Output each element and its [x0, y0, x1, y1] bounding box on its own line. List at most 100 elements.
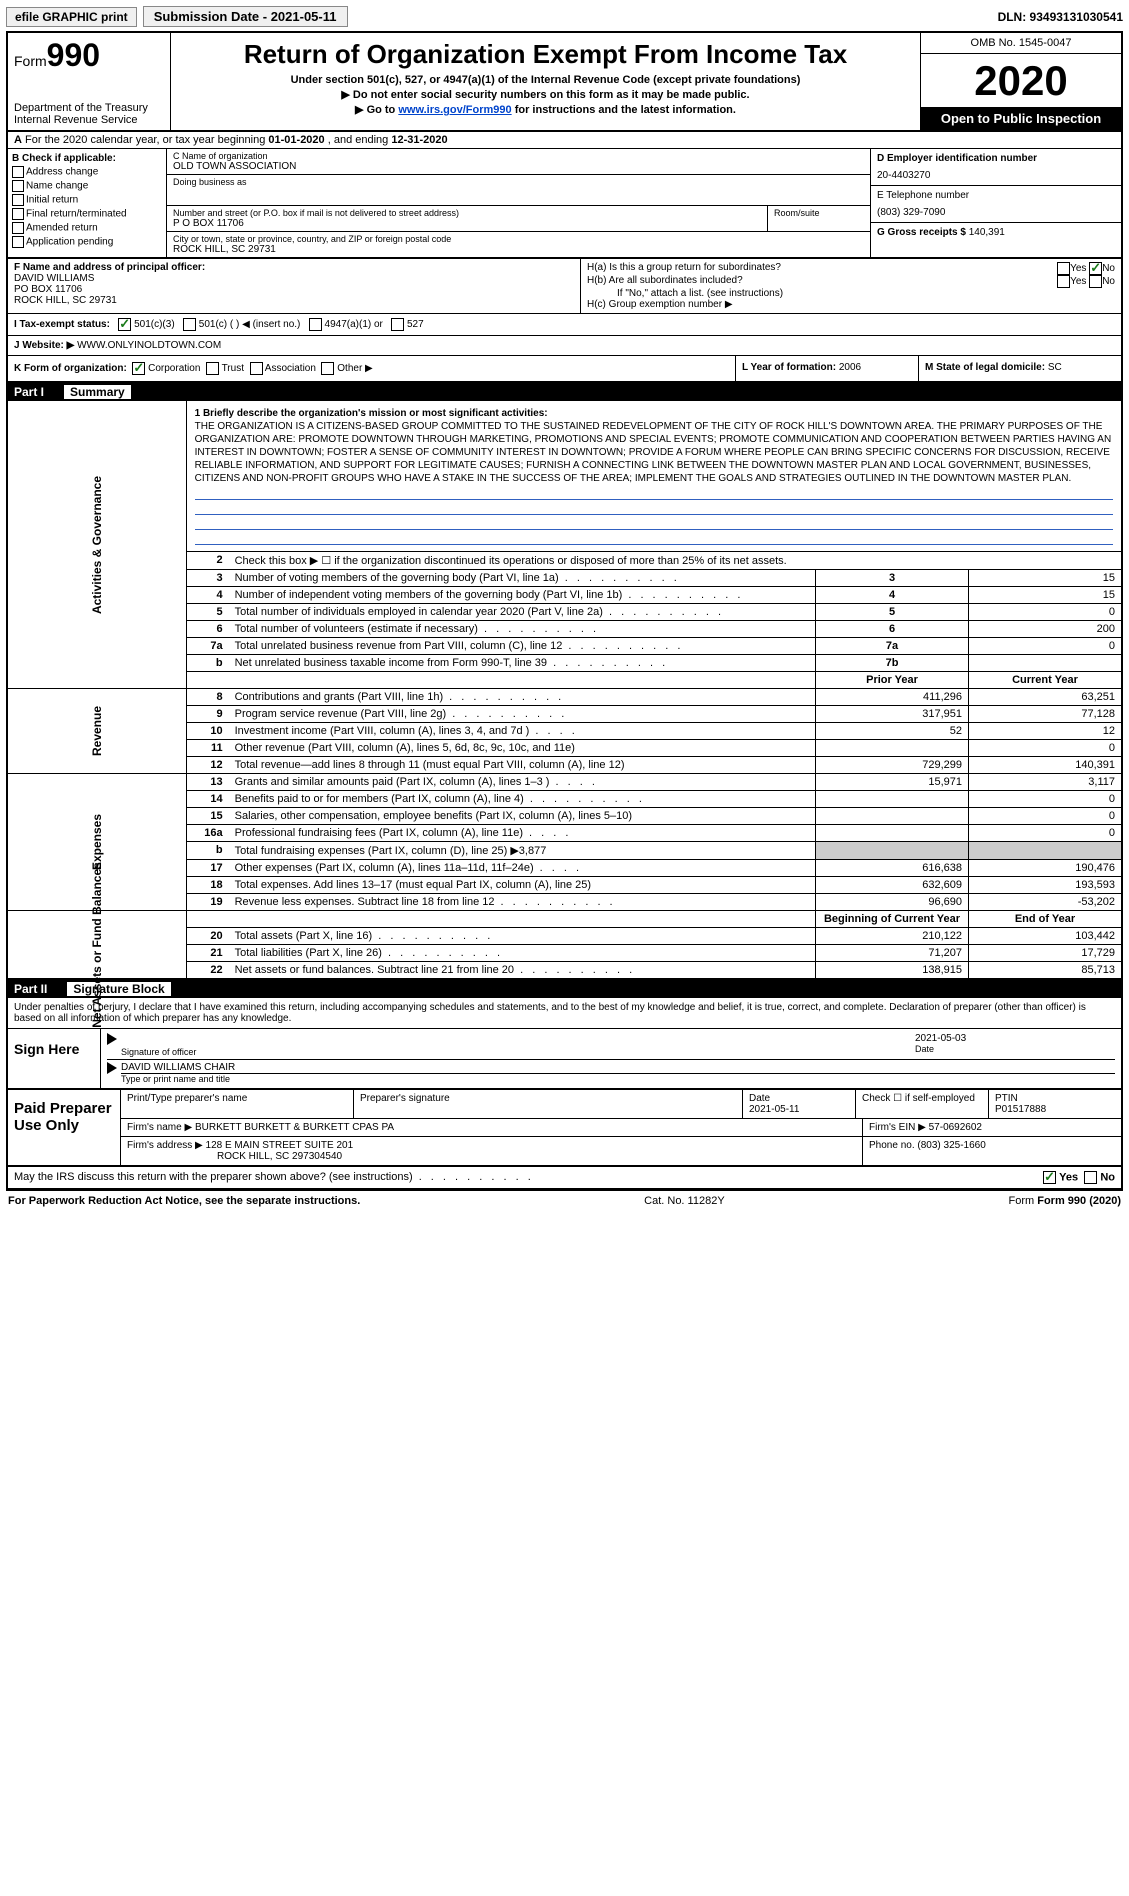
line-3: Number of voting members of the governin…	[229, 570, 816, 587]
officer-name-title: DAVID WILLIAMS CHAIR	[121, 1062, 1115, 1074]
subtitle-2: ▶ Do not enter social security numbers o…	[179, 88, 912, 101]
print-name-label: Print/Type preparer's name	[121, 1090, 354, 1118]
opt-4947: 4947(a)(1) or	[325, 319, 383, 330]
sidebar-gov-text: Activities & Governance	[90, 475, 104, 613]
line-13-text: Grants and similar amounts paid (Part IX…	[235, 776, 598, 788]
footer-right-text: Form 990 (2020)	[1037, 1195, 1121, 1207]
omb-number: OMB No. 1545-0047	[921, 33, 1121, 54]
chk-527[interactable]	[391, 318, 404, 331]
hc-label: H(c) Group exemption number ▶	[587, 299, 1115, 310]
box-g: G Gross receipts $ 140,391	[871, 223, 1121, 242]
chk-label: Final return/terminated	[26, 209, 127, 220]
col-spacer	[229, 672, 816, 689]
website-label: J Website: ▶	[14, 340, 74, 351]
officer-addr2: ROCK HILL, SC 29731	[14, 295, 117, 306]
yes-label: Yes	[1070, 276, 1086, 287]
mission-text: THE ORGANIZATION IS A CITIZENS-BASED GRO…	[195, 421, 1112, 484]
ha-yes-box[interactable]	[1057, 262, 1070, 275]
hb-no-box[interactable]	[1089, 275, 1102, 288]
hb-yes-box[interactable]	[1057, 275, 1070, 288]
paid-preparer-label: Paid Preparer Use Only	[8, 1090, 121, 1165]
city-value: ROCK HILL, SC 29731	[173, 244, 864, 255]
firm-name-cell: Firm's name ▶ BURKETT BURKETT & BURKETT …	[121, 1119, 863, 1136]
chk-4947[interactable]	[309, 318, 322, 331]
type-print-label: Type or print name and title	[121, 1074, 1115, 1084]
sig-date-value: 2021-05-03	[915, 1033, 1115, 1044]
line-20-text: Total assets (Part X, line 16)	[235, 930, 494, 942]
chk-other[interactable]	[321, 362, 334, 375]
curr-15: 0	[969, 808, 1123, 825]
ptin-cell: PTINP01517888	[989, 1090, 1121, 1118]
chk-initial-return[interactable]: Initial return	[12, 194, 162, 206]
prior-17: 616,638	[816, 860, 969, 877]
no-label: No	[1102, 263, 1115, 274]
hb-label: H(b) Are all subordinates included?	[587, 275, 743, 288]
line-10: Investment income (Part VIII, column (A)…	[229, 723, 816, 740]
sidebar-governance: Activities & Governance	[7, 401, 186, 689]
line-11: Other revenue (Part VIII, column (A), li…	[229, 740, 816, 757]
val-4: 15	[969, 587, 1123, 604]
hb-yn: Yes No	[1057, 275, 1115, 288]
discuss-yes-box[interactable]	[1043, 1171, 1056, 1184]
line-19-text: Revenue less expenses. Subtract line 18 …	[235, 896, 616, 908]
street-row: Number and street (or P.O. box if mail i…	[167, 206, 870, 232]
line-8: Contributions and grants (Part VIII, lin…	[229, 689, 816, 706]
dba-row: Doing business as	[167, 175, 870, 206]
discuss-no-box[interactable]	[1084, 1171, 1097, 1184]
prep-date-value: 2021-05-11	[749, 1104, 799, 1115]
val-5: 0	[969, 604, 1123, 621]
footer-right: Form Form 990 (2020)	[1009, 1195, 1122, 1207]
sidebar-rev-text: Revenue	[90, 706, 104, 756]
gross-label: G Gross receipts $	[877, 227, 966, 238]
begin-22: 138,915	[816, 962, 969, 980]
chk-amended-return[interactable]: Amended return	[12, 222, 162, 234]
phone-value: (803) 329-7090	[877, 207, 1115, 218]
prep-date-label: Date	[749, 1093, 770, 1104]
arrow-icon	[107, 1033, 117, 1045]
self-employed-check[interactable]: Check ☐ if self-employed	[856, 1090, 989, 1118]
box-m-value: SC	[1048, 362, 1062, 373]
footer-mid: Cat. No. 11282Y	[644, 1195, 725, 1207]
chk-corp[interactable]	[132, 362, 145, 375]
dln-label: DLN: 93493131030541	[998, 10, 1123, 24]
gross-value: 140,391	[969, 227, 1005, 238]
chk-label: Amended return	[26, 223, 98, 234]
prior-13: 15,971	[816, 774, 969, 791]
chk-address-change[interactable]: Address change	[12, 166, 162, 178]
opt-corp: Corporation	[148, 363, 200, 374]
chk-trust[interactable]	[206, 362, 219, 375]
ein-label: D Employer identification number	[877, 153, 1037, 164]
org-name-row: C Name of organization OLD TOWN ASSOCIAT…	[167, 149, 870, 175]
chk-name-change[interactable]: Name change	[12, 180, 162, 192]
discuss-text-inner: May the IRS discuss this return with the…	[14, 1171, 534, 1183]
form-header: Form990 Department of the Treasury Inter…	[6, 31, 1123, 132]
box-l: L Year of formation: 2006	[735, 356, 918, 381]
mission-rule	[195, 502, 1113, 515]
prior-19: 96,690	[816, 894, 969, 911]
chk-application-pending[interactable]: Application pending	[12, 236, 162, 248]
submission-date-button[interactable]: Submission Date - 2021-05-11	[143, 6, 348, 27]
ptin-value: P01517888	[995, 1104, 1046, 1115]
chk-501c3[interactable]	[118, 318, 131, 331]
ha-no-box[interactable]	[1089, 262, 1102, 275]
line-12: Total revenue—add lines 8 through 11 (mu…	[229, 757, 816, 774]
firm-addr1: 128 E MAIN STREET SUITE 201	[206, 1140, 354, 1151]
line-21: Total liabilities (Part X, line 26)	[229, 945, 816, 962]
fh-row-box: F Name and address of principal officer:…	[6, 259, 1123, 383]
efile-label: efile GRAPHIC print	[6, 7, 137, 27]
prior-9: 317,951	[816, 706, 969, 723]
irs-link[interactable]: www.irs.gov/Form990	[398, 104, 511, 116]
ha-yn: Yes No	[1057, 262, 1115, 275]
header-right: OMB No. 1545-0047 2020 Open to Public In…	[920, 33, 1121, 130]
begin-20: 210,122	[816, 928, 969, 945]
paid-preparer-box: Paid Preparer Use Only Print/Type prepar…	[6, 1090, 1123, 1167]
chk-501c[interactable]	[183, 318, 196, 331]
chk-assoc[interactable]	[250, 362, 263, 375]
part-1-bar: Part I Summary	[6, 383, 1123, 401]
curr-11: 0	[969, 740, 1123, 757]
footer-row: For Paperwork Reduction Act Notice, see …	[6, 1190, 1123, 1211]
box-b: B Check if applicable: Address change Na…	[8, 149, 167, 257]
ptin-label: PTIN	[995, 1093, 1018, 1104]
chk-final-return[interactable]: Final return/terminated	[12, 208, 162, 220]
subtitle-1: Under section 501(c), 527, or 4947(a)(1)…	[179, 74, 912, 86]
